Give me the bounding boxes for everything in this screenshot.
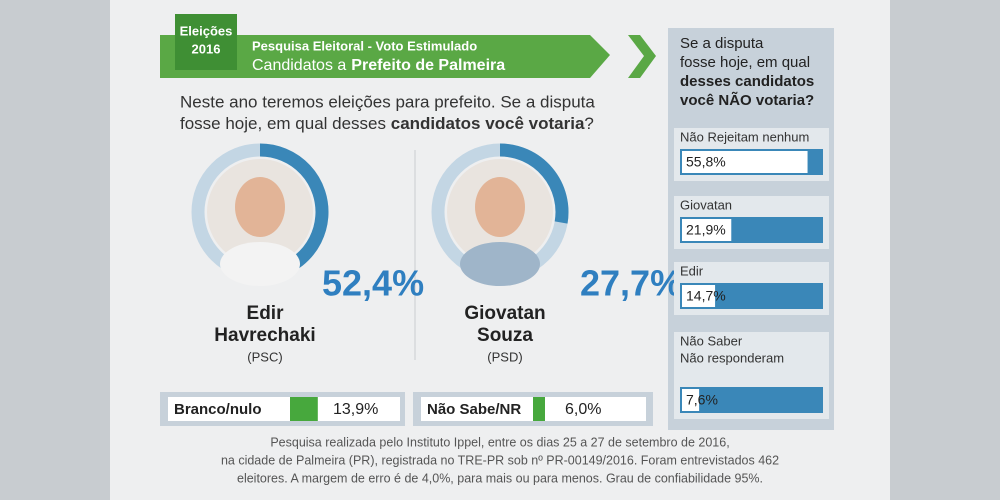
footnote: eleitores. A margem de erro é de 4,0%, p… [237, 471, 763, 485]
footnote: Pesquisa realizada pelo Instituto Ippel,… [270, 435, 729, 449]
other-label: Branco/nulo [174, 401, 262, 418]
photo-body [220, 242, 300, 286]
photo-face [235, 177, 285, 237]
question-line2: fosse hoje, em qual desses candidatos vo… [180, 114, 594, 133]
rejection-value: 7,6% [686, 392, 718, 408]
rejection-track [680, 387, 823, 413]
question-end: ? [584, 114, 593, 133]
header-badge [175, 14, 237, 70]
rejection-value: 21,9% [686, 222, 726, 238]
rejection-bar [682, 151, 808, 173]
header-line2-text: Candidatos a [252, 57, 346, 74]
header-line2: Candidatos a Prefeito de Palmeira [252, 57, 505, 74]
other-bar [290, 397, 318, 421]
other-value: 6,0% [565, 401, 601, 418]
candidate-name: Giovatan [464, 303, 545, 324]
photo-body [460, 242, 540, 286]
question-text: fosse hoje, em qual desses [180, 114, 391, 133]
candidate-party: (PSD) [487, 349, 522, 364]
ring-value [499, 143, 569, 224]
other-value: 13,9% [333, 401, 378, 418]
rejection-value: 55,8% [686, 154, 726, 170]
question-line1: Neste ano teremos eleições para prefeito… [180, 92, 595, 111]
rejection-bar [682, 389, 700, 411]
other-bar [533, 397, 545, 421]
candidate-party: (PSC) [247, 349, 282, 364]
candidate-name: Souza [477, 325, 533, 346]
footnote: na cidade de Palmeira (PR), registrada n… [221, 453, 779, 467]
header-line2-bold: Prefeito de Palmeira [351, 57, 505, 74]
candidate-percent: 27,7% [580, 263, 682, 304]
rejection-bar [682, 219, 732, 241]
badge-text: 2016 [192, 41, 221, 56]
candidate-name: Edir [247, 303, 285, 324]
candidate-name: Havrechaki [214, 325, 315, 346]
rejection-question: você NÃO votaria? [680, 91, 814, 109]
rejection-question: fosse hoje, em qual [680, 54, 810, 71]
other-label: Não Sabe/NR [427, 401, 521, 418]
rejection-label: Não Saber [680, 333, 743, 348]
rejection-bar [682, 285, 716, 307]
badge-text: Eleições [180, 23, 233, 38]
rejection-label: Edir [680, 263, 704, 278]
photo-face [475, 177, 525, 237]
header-banner [160, 35, 610, 78]
other-inner [168, 397, 400, 421]
rejection-value: 14,7% [686, 288, 726, 304]
rejection-label: Giovatan [680, 197, 732, 212]
header-arrow [628, 35, 656, 78]
header-line1: Pesquisa Eleitoral - Voto Estimulado [252, 38, 477, 53]
question-bold: candidatos você votaria [391, 114, 585, 133]
candidate-percent: 52,4% [322, 263, 424, 304]
rejection-question: desses candidatos [680, 73, 814, 90]
rejection-label: Não Rejeitam nenhum [680, 129, 809, 144]
rejection-label: Não responderam [680, 350, 784, 365]
rejection-question: Se a disputa [680, 35, 764, 52]
